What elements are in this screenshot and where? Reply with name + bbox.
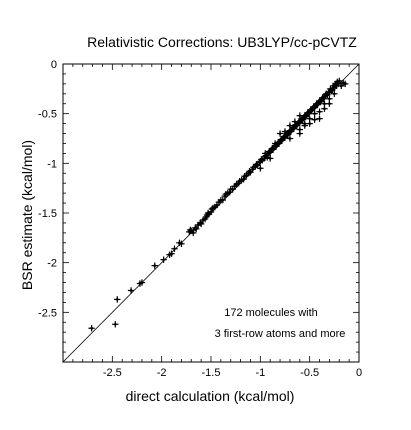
x-tick-label: -1 [255, 367, 265, 379]
data-point [323, 102, 326, 106]
data-point [313, 112, 316, 115]
data-point [194, 227, 198, 231]
data-point [213, 205, 217, 209]
data-point [259, 167, 262, 170]
data-point [249, 170, 252, 174]
y-tick-label: -2.5 [38, 307, 57, 319]
data-point [343, 82, 347, 86]
data-point [288, 137, 292, 140]
y-tick-label: -1 [47, 158, 57, 170]
y-tick-label: -1.5 [38, 208, 57, 220]
data-point [263, 152, 267, 155]
data-point [333, 92, 336, 96]
data-point [328, 102, 331, 106]
y-tick-label: -0.5 [38, 109, 57, 121]
data-point [261, 159, 264, 162]
data-point [337, 79, 341, 83]
data-point [153, 264, 157, 267]
data-point [115, 298, 119, 301]
data-point [288, 124, 292, 127]
data-point [268, 157, 272, 160]
data-point [335, 84, 338, 88]
x-tick-label: -0.5 [300, 367, 319, 379]
data-point [140, 281, 144, 284]
annotation-line-2: 3 first-row atoms and more [215, 328, 346, 340]
y-tick-label: -2 [47, 258, 57, 270]
plot-area: -2.5 -2 -1.5 -1 -0.5 0 -2.5 -2 -1.5 -1 -0.5 0 [38, 59, 362, 379]
data-point [180, 242, 183, 246]
x-tick-label: -2 [157, 367, 167, 379]
data-point [318, 110, 321, 113]
data-point [323, 107, 326, 110]
y-axis-label: BSR estimate (kcal/mol) [19, 140, 35, 290]
data-point [333, 86, 336, 90]
y-tick-label: 0 [51, 59, 57, 71]
data-point [173, 247, 176, 251]
data-point [189, 229, 193, 233]
data-point [90, 326, 93, 330]
data-point [331, 88, 334, 92]
x-tick-label: 0 [356, 367, 362, 379]
data-point [191, 231, 195, 235]
chart-title: Relativistic Corrections: UB3LYP/cc-pCVT… [87, 34, 357, 50]
data-point [231, 187, 235, 191]
data-point [318, 117, 321, 120]
data-point [199, 222, 203, 226]
data-point [113, 322, 117, 326]
data-point [308, 117, 311, 120]
data-point [215, 203, 219, 207]
data-point [328, 97, 331, 101]
x-tick-label: -1.5 [202, 367, 221, 379]
data-point [256, 164, 259, 167]
data-point [303, 124, 307, 127]
data-point [313, 118, 316, 121]
data-point [283, 130, 287, 133]
data-point [298, 128, 302, 131]
data-point [245, 173, 248, 177]
data-point [233, 184, 236, 188]
data-point [298, 114, 302, 117]
x-axis-label: direct calculation (kcal/mol) [126, 388, 295, 404]
data-point [278, 132, 282, 135]
data-point [298, 132, 302, 135]
x-tick-label: -2.5 [103, 367, 122, 379]
data-point [129, 289, 133, 292]
data-point [217, 200, 221, 204]
data-point [339, 84, 343, 88]
data-point [273, 142, 277, 145]
data-point [162, 258, 165, 261]
data-point [293, 120, 297, 123]
data-point [308, 122, 311, 125]
annotation-line-1: 172 molecules with [224, 307, 318, 319]
data-point [207, 212, 211, 216]
data-point [170, 252, 173, 256]
data-point [221, 198, 225, 202]
